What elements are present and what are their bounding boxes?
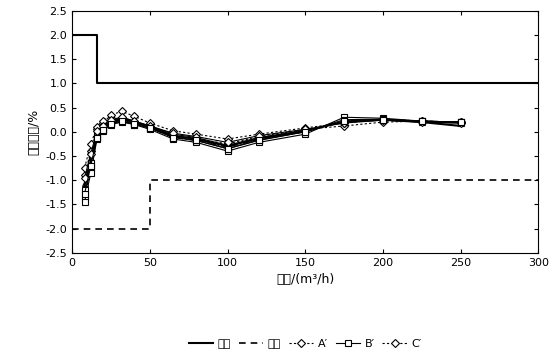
Y-axis label: 示値误差/%: 示値误差/% bbox=[27, 109, 40, 155]
X-axis label: 流量/(m³/h): 流量/(m³/h) bbox=[276, 273, 334, 286]
